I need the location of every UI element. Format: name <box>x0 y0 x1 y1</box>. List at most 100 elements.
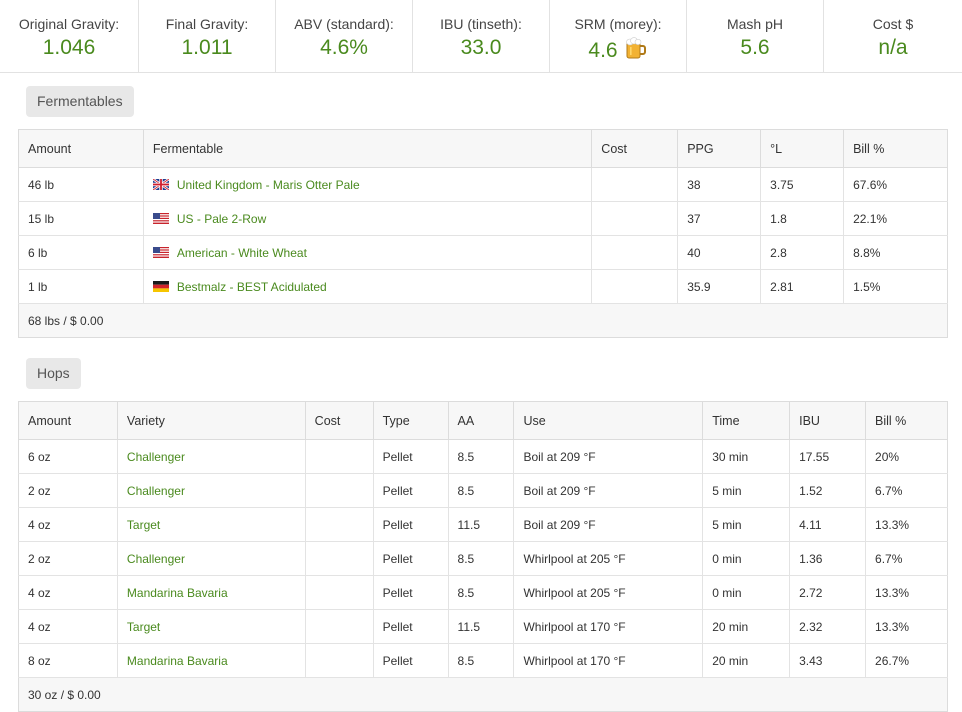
hop-variety-link[interactable]: Mandarina Bavaria <box>126 585 228 600</box>
cell-type: Pellet <box>373 643 449 678</box>
cell-variety: Challenger <box>117 439 306 474</box>
fermentable-link[interactable]: United Kingdom - Maris Otter Pale <box>176 177 360 192</box>
column-header-bill-percent[interactable]: Bill % <box>843 129 948 168</box>
stat-cost: Cost $ n/a <box>824 0 962 72</box>
table-row: 15 lb US - Pale 2-Row 37 1.8 22.1% <box>18 201 948 236</box>
cell-amount: 6 lb <box>18 235 144 270</box>
column-header-cost[interactable]: Cost <box>304 401 374 440</box>
stat-ibu: IBU (tinseth): 33.0 <box>413 0 550 72</box>
cell-cost <box>591 201 679 236</box>
cell-time: 20 min <box>702 609 791 644</box>
hop-variety-link[interactable]: Mandarina Bavaria <box>126 653 228 668</box>
hop-variety-link[interactable]: Challenger <box>126 551 185 566</box>
cell-type: Pellet <box>373 439 449 474</box>
stat-value: 1.011 <box>181 36 233 59</box>
stat-label: ABV (standard): <box>294 16 394 32</box>
cell-aa: 8.5 <box>448 541 515 576</box>
cell-amount: 8 oz <box>18 643 118 678</box>
table-row: 46 lb United Kingdom - Maris Otter Pale … <box>18 167 948 202</box>
fermentables-table: Amount Fermentable Cost PPG °L Bill % 46… <box>18 129 948 338</box>
cell-time: 20 min <box>702 643 791 678</box>
cell-amount: 1 lb <box>18 269 144 304</box>
stat-value: 5.6 <box>740 36 770 59</box>
hop-variety-link[interactable]: Target <box>126 619 161 634</box>
hops-table: Amount Variety Cost Type AA Use Time IBU… <box>18 401 948 712</box>
cell-lovibond: 2.8 <box>760 235 845 270</box>
cell-cost <box>591 235 679 270</box>
column-header-lovibond[interactable]: °L <box>760 129 845 168</box>
stat-abv: ABV (standard): 4.6% <box>276 0 413 72</box>
column-header-time[interactable]: Time <box>702 401 791 440</box>
cell-use: Boil at 209 °F <box>513 439 704 474</box>
table-row: 1 lb Bestmalz - BEST Acidulated 35.9 2.8… <box>18 269 948 304</box>
cell-fermentable: United Kingdom - Maris Otter Pale <box>143 167 593 202</box>
srm-value: 4.6 <box>588 39 618 62</box>
uk-flag-icon <box>152 178 169 190</box>
column-header-variety[interactable]: Variety <box>116 401 306 440</box>
cell-fermentable: US - Pale 2-Row <box>143 201 593 236</box>
column-header-cost[interactable]: Cost <box>591 129 679 168</box>
cell-bill-percent: 6.7% <box>865 541 948 576</box>
table-row: 6 lb American - White Wheat 40 2.8 8.8% <box>18 235 948 270</box>
stat-value: 4.6 <box>550 36 686 63</box>
column-header-ppg[interactable]: PPG <box>677 129 762 168</box>
cell-variety: Challenger <box>117 473 306 508</box>
fermentable-link[interactable]: US - Pale 2-Row <box>176 211 267 226</box>
stat-value: n/a <box>878 36 908 59</box>
stat-label: Mash pH <box>726 16 784 32</box>
cell-ibu: 4.11 <box>789 507 867 542</box>
cell-time: 0 min <box>702 541 791 576</box>
cell-cost <box>305 575 374 610</box>
cell-variety: Challenger <box>117 541 306 576</box>
cell-lovibond: 2.81 <box>760 269 845 304</box>
cell-bill-percent: 67.6% <box>843 167 948 202</box>
recipe-stats-bar: Original Gravity: 1.046 Final Gravity: 1… <box>0 0 962 73</box>
cell-bill-percent: 13.3% <box>865 609 948 644</box>
cell-use: Boil at 209 °F <box>513 507 704 542</box>
column-header-amount[interactable]: Amount <box>18 401 118 440</box>
cell-ppg: 38 <box>677 167 762 202</box>
column-header-fermentable[interactable]: Fermentable <box>142 129 593 168</box>
cell-cost <box>591 167 679 202</box>
table-row: 4 oz Target Pellet 11.5 Boil at 209 °F 5 min 4… <box>18 507 948 542</box>
cell-cost <box>305 507 374 542</box>
column-header-bill-percent[interactable]: Bill % <box>865 401 948 440</box>
cell-aa: 8.5 <box>448 439 515 474</box>
column-header-amount[interactable]: Amount <box>18 129 144 168</box>
column-header-aa[interactable]: AA <box>447 401 515 440</box>
stat-original-gravity: Original Gravity: 1.046 <box>0 0 139 72</box>
table-row: 6 oz Challenger Pellet 8.5 Boil at 209 °F 30 … <box>18 439 948 474</box>
stat-label: SRM (morey): <box>574 16 662 32</box>
cell-cost <box>305 643 374 678</box>
cell-aa: 11.5 <box>448 609 515 644</box>
cell-amount: 46 lb <box>18 167 144 202</box>
fermentable-link[interactable]: Bestmalz - BEST Acidulated <box>176 279 327 294</box>
cell-cost <box>305 609 374 644</box>
cell-ibu: 1.36 <box>789 541 867 576</box>
cell-ppg: 35.9 <box>677 269 762 304</box>
stat-label: Final Gravity: <box>165 16 249 32</box>
cell-ibu: 2.32 <box>789 609 867 644</box>
cell-variety: Target <box>117 609 306 644</box>
cell-aa: 8.5 <box>448 643 515 678</box>
stat-final-gravity: Final Gravity: 1.011 <box>139 0 276 72</box>
hop-variety-link[interactable]: Challenger <box>126 483 185 498</box>
cell-amount: 2 oz <box>18 541 118 576</box>
column-header-ibu[interactable]: IBU <box>789 401 867 440</box>
cell-type: Pellet <box>373 609 449 644</box>
cell-ibu: 3.43 <box>789 643 867 678</box>
hop-variety-link[interactable]: Challenger <box>126 449 185 464</box>
cell-use: Whirlpool at 170 °F <box>513 643 704 678</box>
cell-variety: Mandarina Bavaria <box>117 643 306 678</box>
fermentable-link[interactable]: American - White Wheat <box>176 245 307 260</box>
hop-variety-link[interactable]: Target <box>126 517 161 532</box>
cell-aa: 8.5 <box>448 473 515 508</box>
column-header-type[interactable]: Type <box>372 401 449 440</box>
cell-type: Pellet <box>373 473 449 508</box>
cell-use: Whirlpool at 170 °F <box>513 609 704 644</box>
stat-value: 4.6% <box>320 36 368 59</box>
cell-variety: Target <box>117 507 306 542</box>
cell-amount: 4 oz <box>18 507 118 542</box>
us-flag-icon <box>152 246 169 258</box>
column-header-use[interactable]: Use <box>513 401 704 440</box>
